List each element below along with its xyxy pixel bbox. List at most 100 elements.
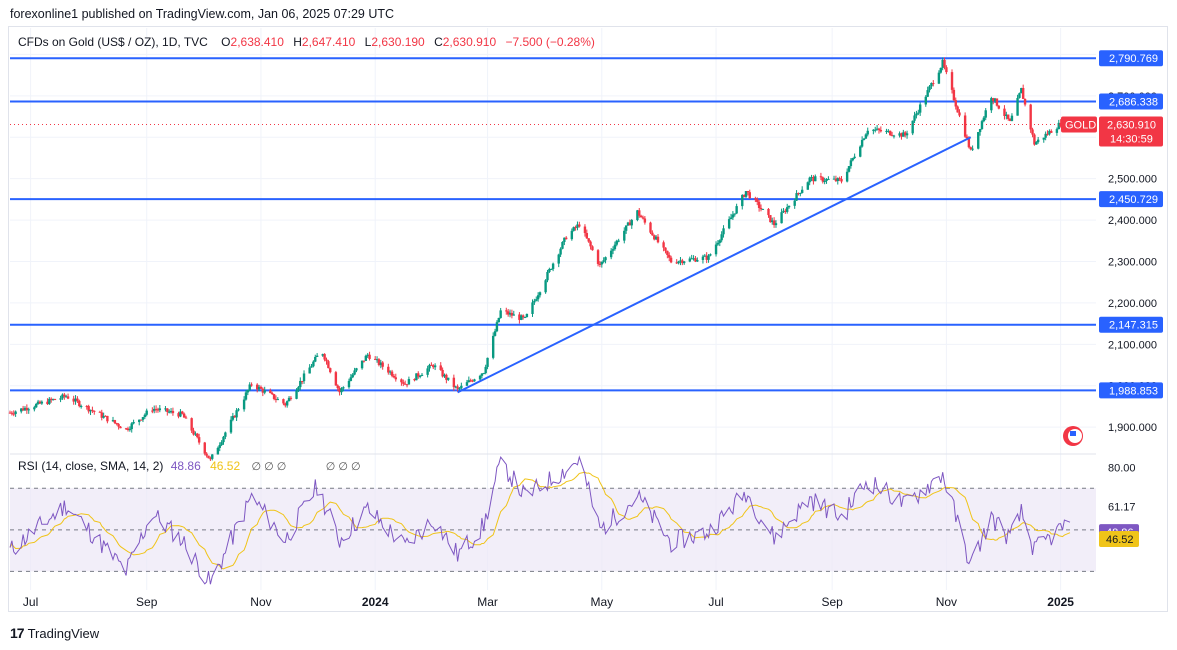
candle-body (845, 171, 849, 182)
candle-body (559, 248, 562, 255)
trendline[interactable] (457, 136, 972, 394)
candle-body (1036, 139, 1040, 143)
candle-body (958, 112, 961, 116)
candle-body (381, 362, 384, 367)
rsi-axis-label: 61.17 (1108, 502, 1136, 514)
candle-body (8, 412, 12, 414)
candle-body (390, 371, 394, 376)
candle-body (139, 419, 143, 421)
candle-body (565, 237, 568, 240)
candle-body (956, 106, 959, 113)
price-axis-label: 2,500.000 (1108, 174, 1157, 186)
candle-body (827, 178, 830, 180)
candle-body (373, 358, 377, 360)
candle-body (25, 407, 29, 411)
candle-body (692, 258, 695, 260)
candle-body (418, 375, 422, 377)
candle-body (932, 83, 935, 85)
candle-body (1029, 104, 1032, 130)
candle-body (810, 176, 813, 178)
level-price-tag-text: 2,147.315 (1109, 320, 1158, 332)
candle-body (1031, 129, 1034, 135)
candle-body (638, 210, 641, 216)
candle-body (596, 250, 600, 264)
open-value: 2,638.410 (230, 35, 284, 49)
rsi-title: RSI (14, close, SMA, 14, 2) (18, 459, 164, 473)
candle-body (23, 407, 27, 411)
candle-body (495, 322, 499, 332)
candle-body (284, 403, 287, 406)
candle-body (769, 215, 772, 223)
candle-body (64, 396, 68, 398)
level-price-tag-text: 2,450.729 (1109, 194, 1158, 206)
candle-body (847, 166, 851, 172)
candle-body (694, 258, 697, 262)
candle-body (550, 268, 553, 270)
tradingview-brand: TradingView (27, 625, 100, 641)
candle-body (520, 315, 523, 320)
candle-body (308, 367, 311, 374)
candle-body (518, 314, 521, 320)
candle-body (203, 442, 206, 454)
candle-body (591, 246, 594, 251)
candle-body (259, 386, 263, 389)
time-axis-label: Mar (477, 595, 498, 609)
candle-body (340, 388, 343, 393)
time-axis-label: May (590, 595, 613, 609)
candle-body (405, 384, 409, 386)
candle-body (321, 354, 324, 356)
candle-body (124, 428, 128, 430)
candle-body (1055, 129, 1059, 133)
candle-body (980, 121, 984, 130)
rsi-sma-tag (1099, 531, 1139, 548)
candle-body (338, 388, 341, 393)
candle-body (1020, 88, 1023, 94)
candle-body (102, 415, 105, 418)
candle-body (589, 241, 592, 247)
current-price-tag (1099, 116, 1163, 147)
published-by-line: forexonline1 published on TradingView.co… (10, 7, 395, 21)
candle-body (639, 215, 643, 218)
candle-body (609, 250, 613, 258)
candle-body (538, 292, 542, 296)
candle-body (366, 354, 369, 356)
candle-body (679, 260, 682, 262)
candle-body (696, 259, 699, 262)
candle-body (360, 360, 364, 369)
tradingview-footer[interactable]: 17 TradingView (10, 625, 99, 641)
candle-body (889, 130, 892, 136)
candle-body (63, 394, 66, 397)
candle-body (930, 83, 933, 87)
candle-body (849, 160, 853, 167)
candle-body (1003, 108, 1006, 116)
candle-body (85, 406, 88, 408)
candle-body (20, 408, 23, 412)
change-value: −7.500 (−0.28%) (505, 35, 595, 49)
close-label: C (434, 35, 443, 49)
candle-body (546, 271, 549, 281)
rsi-sma-tag-text: 46.52 (1106, 534, 1134, 546)
rsi-legend[interactable]: RSI (14, close, SMA, 14, 2) 48.86 46.52 … (18, 459, 361, 473)
candle-body (445, 374, 448, 380)
candle-body (388, 371, 392, 373)
time-axis-label: Sep (821, 595, 843, 609)
candle-body (862, 138, 866, 140)
candle-body (153, 408, 156, 411)
candle-body (613, 244, 617, 250)
time-axis-label: 2025 (1047, 595, 1074, 609)
candle-body (1042, 137, 1045, 140)
candle-body (799, 192, 802, 194)
candle-body (362, 360, 366, 362)
candle-body (499, 310, 502, 318)
candle-body (21, 408, 25, 411)
candle-body (89, 409, 92, 412)
candle-body (651, 232, 654, 236)
candle-body (218, 445, 221, 448)
candle-body (757, 201, 761, 208)
candle-body (274, 398, 278, 400)
candle-body (624, 225, 628, 231)
candle-body (787, 205, 791, 208)
candle-body (282, 399, 285, 404)
candle-body (473, 379, 476, 382)
